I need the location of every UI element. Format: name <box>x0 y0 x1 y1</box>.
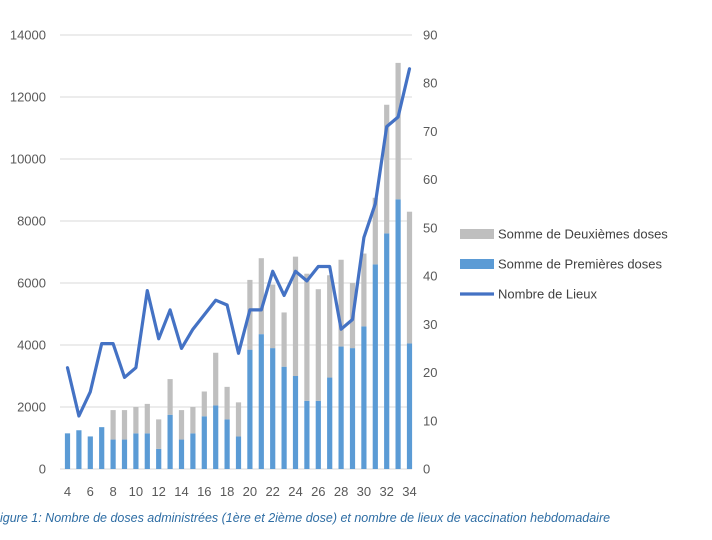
y-left-tick-label: 8000 <box>17 214 46 229</box>
x-tick-label: 20 <box>243 484 257 499</box>
y-right-tick-label: 40 <box>423 269 437 284</box>
figure-caption: igure 1: Nombre de doses administrées (1… <box>0 511 611 525</box>
legend-swatch <box>460 229 494 239</box>
x-tick-label: 4 <box>64 484 71 499</box>
bar-deuxiemes-doses <box>304 273 310 401</box>
bar-deuxiemes-doses <box>372 197 378 265</box>
y-right-tick-label: 30 <box>423 317 437 332</box>
y-left-tick-label: 4000 <box>17 338 46 353</box>
bar-premieres-doses <box>304 400 310 469</box>
bar-premieres-doses <box>281 366 287 469</box>
bar-premieres-doses <box>144 433 150 469</box>
bar-deuxiemes-doses <box>213 352 219 406</box>
x-tick-label: 30 <box>357 484 371 499</box>
bar-deuxiemes-doses <box>190 407 196 434</box>
bar-premieres-doses <box>110 439 116 469</box>
legend-label: Somme de Deuxièmes doses <box>498 227 668 242</box>
bar-premieres-doses <box>99 427 105 469</box>
bar-deuxiemes-doses <box>144 403 150 434</box>
x-tick-label: 6 <box>87 484 94 499</box>
y-left-tick-label: 0 <box>39 462 46 477</box>
x-tick-label: 22 <box>265 484 279 499</box>
bar-deuxiemes-doses <box>201 391 207 417</box>
y-right-tick-label: 70 <box>423 124 437 139</box>
bar-premieres-doses <box>349 348 356 469</box>
bar-premieres-doses <box>224 419 230 469</box>
x-tick-label: 26 <box>311 484 325 499</box>
bar-premieres-doses <box>247 349 253 469</box>
x-tick-label: 28 <box>334 484 348 499</box>
x-tick-label: 24 <box>288 484 302 499</box>
x-tick-label: 14 <box>174 484 188 499</box>
bar-deuxiemes-doses <box>110 410 116 440</box>
bar-premieres-doses <box>133 433 139 469</box>
y-left-tick-label: 14000 <box>10 28 46 43</box>
bar-premieres-doses <box>327 377 333 469</box>
bar-deuxiemes-doses <box>315 289 321 401</box>
y-right-tick-label: 10 <box>423 413 437 428</box>
x-tick-label: 12 <box>151 484 165 499</box>
bar-deuxiemes-doses <box>235 402 242 437</box>
legend-label: Nombre de Lieux <box>498 287 597 302</box>
bar-premieres-doses <box>395 199 401 470</box>
bar-premieres-doses <box>167 414 173 469</box>
y-left-tick-label: 10000 <box>10 152 46 167</box>
line-nombre-de-lieux <box>65 67 412 418</box>
bar-premieres-doses <box>76 430 82 469</box>
bar-deuxiemes-doses <box>395 62 401 200</box>
bar-deuxiemes-doses <box>338 259 344 347</box>
legend-swatch <box>460 259 494 269</box>
bar-premieres-doses <box>270 348 276 469</box>
x-tick-label: 10 <box>129 484 143 499</box>
bar-deuxiemes-doses <box>361 253 367 327</box>
bar-premieres-doses <box>156 448 162 469</box>
bar-premieres-doses <box>235 436 242 469</box>
bar-premieres-doses <box>121 439 128 469</box>
bar-deuxiemes-doses <box>292 256 299 376</box>
x-tick-label: 8 <box>109 484 116 499</box>
bar-premieres-doses <box>338 346 344 469</box>
bar-deuxiemes-doses <box>327 275 333 378</box>
y-left-tick-label: 2000 <box>17 400 46 415</box>
bar-deuxiemes-doses <box>167 379 173 415</box>
y-left-tick-label: 12000 <box>10 90 46 105</box>
bar-deuxiemes-doses <box>178 410 185 440</box>
y-right-tick-label: 20 <box>423 365 437 380</box>
x-tick-label: 34 <box>402 484 416 499</box>
bar-premieres-doses <box>201 416 207 469</box>
bar-premieres-doses <box>361 326 367 469</box>
bar-premieres-doses <box>384 233 390 469</box>
bar-deuxiemes-doses <box>156 419 162 449</box>
bar-deuxiemes-doses <box>133 407 139 434</box>
bar-deuxiemes-doses <box>121 410 128 440</box>
x-tick-label: 32 <box>379 484 393 499</box>
bar-deuxiemes-doses <box>224 386 230 420</box>
y-right-tick-label: 50 <box>423 220 437 235</box>
bar-premieres-doses <box>258 334 264 469</box>
bar-premieres-doses <box>178 439 185 469</box>
bar-premieres-doses <box>315 400 321 469</box>
y-right-tick-label: 0 <box>423 462 430 477</box>
bar-premieres-doses <box>372 264 378 469</box>
legend-label: Somme de Premières doses <box>498 257 663 272</box>
y-left-tick-label: 6000 <box>17 276 46 291</box>
bar-deuxiemes-doses <box>384 104 390 234</box>
bar-deuxiemes-doses <box>406 211 413 344</box>
bar-premieres-doses <box>292 376 299 469</box>
bar-deuxiemes-doses <box>281 312 287 367</box>
bar-premieres-doses <box>64 433 71 469</box>
x-tick-label: 16 <box>197 484 211 499</box>
x-tick-label: 18 <box>220 484 234 499</box>
bar-premieres-doses <box>87 436 93 469</box>
y-right-tick-label: 60 <box>423 172 437 187</box>
bar-premieres-doses <box>213 405 219 469</box>
y-right-tick-label: 80 <box>423 76 437 91</box>
bar-deuxiemes-doses <box>270 284 276 349</box>
bar-premieres-doses <box>190 433 196 469</box>
combo-chart: 0 2000 4000 6000 8000 10000 12000 14000 0 10 20 30 4… <box>10 28 668 500</box>
y-right-tick-label: 90 <box>423 28 437 43</box>
bar-deuxiemes-doses <box>258 258 264 335</box>
bar-premieres-doses <box>406 343 413 469</box>
